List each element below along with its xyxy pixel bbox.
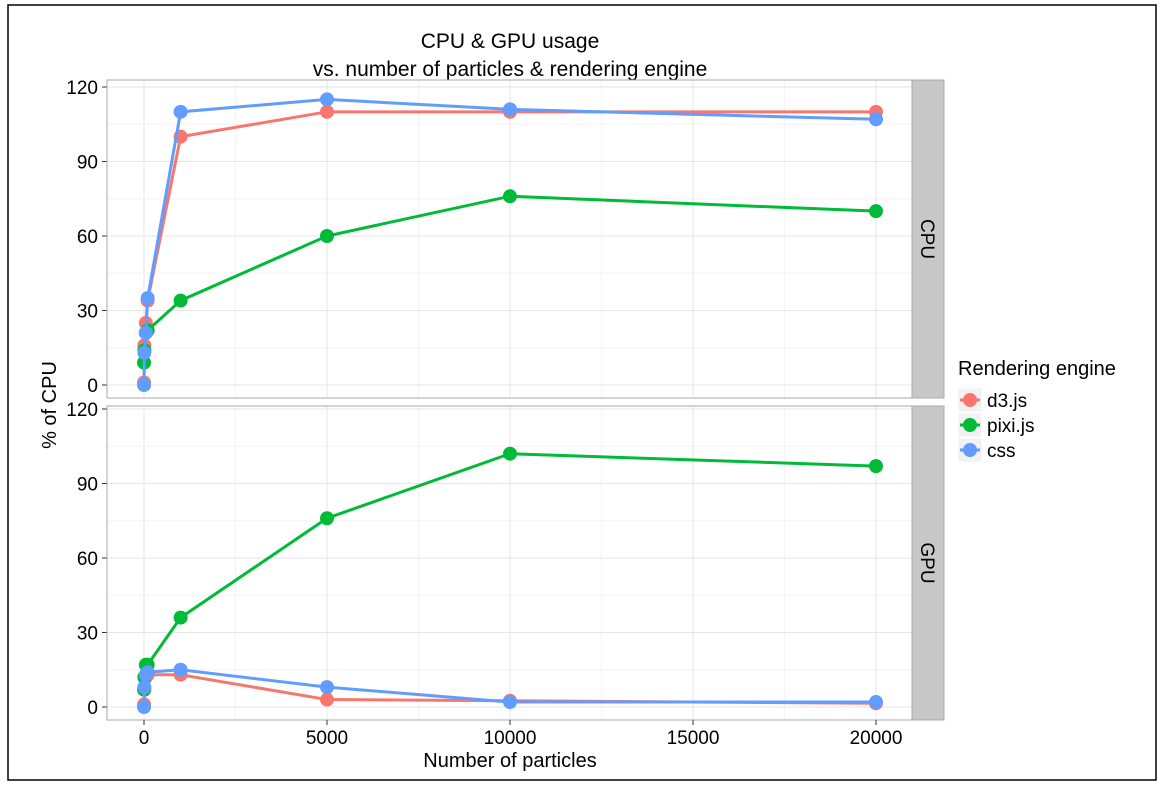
- x-tick-label: 5000: [306, 728, 348, 749]
- x-tick-label: 20000: [850, 728, 903, 749]
- x-axis-label: Number of particles: [423, 750, 596, 772]
- data-point: [503, 695, 517, 710]
- legend: Rendering engine d3.js pixi.js css: [957, 358, 1116, 463]
- series-css: [137, 662, 883, 714]
- y-tick-label: 30: [77, 302, 98, 323]
- legend-label: css: [987, 441, 1016, 462]
- panel-gpu: 0 30 60 90 120 GPU: [66, 400, 945, 721]
- y-axis-label: % of CPU: [39, 361, 61, 449]
- chart-title: CPU & GPU usage: [421, 30, 600, 53]
- data-point: [137, 378, 152, 392]
- data-point: [137, 345, 152, 360]
- data-point: [320, 511, 334, 526]
- y-tick-label: 90: [77, 153, 98, 174]
- data-point: [320, 92, 334, 107]
- legend-label: d3.js: [987, 391, 1027, 412]
- y-tick-label: 120: [66, 400, 98, 421]
- data-point: [137, 700, 152, 714]
- facet-strip-label: GPU: [916, 542, 937, 583]
- data-point: [173, 104, 188, 119]
- panel-cpu: 0 30 60 90 120 CPU: [66, 78, 945, 399]
- legend-marker: [963, 443, 977, 457]
- legend-marker: [963, 393, 977, 407]
- x-tick-label: 10000: [484, 728, 537, 749]
- y-tick-label: 0: [87, 376, 98, 397]
- y-tick-label: 60: [77, 227, 98, 248]
- x-tick-label: 15000: [667, 728, 720, 749]
- data-point: [138, 325, 153, 340]
- data-point: [503, 102, 517, 117]
- y-tick-label: 0: [87, 698, 98, 719]
- data-point: [140, 665, 155, 680]
- data-point: [320, 229, 334, 243]
- legend-title: Rendering engine: [958, 358, 1116, 380]
- data-point: [320, 104, 334, 119]
- data-point: [503, 189, 517, 204]
- data-point: [173, 610, 188, 625]
- data-point: [173, 662, 188, 677]
- data-point: [140, 291, 155, 306]
- x-tick-label: 0: [139, 728, 150, 749]
- y-tick-label: 30: [77, 624, 98, 645]
- data-point: [137, 680, 152, 695]
- series-css: [137, 92, 883, 392]
- facet-strip: [911, 79, 945, 399]
- chart-subtitle: vs. number of particles & rendering engi…: [313, 58, 708, 81]
- legend-label: pixi.js: [987, 416, 1035, 437]
- y-tick-label: 60: [77, 549, 98, 570]
- facet-strip: [911, 405, 945, 721]
- y-tick-label: 90: [77, 475, 98, 496]
- data-point: [503, 446, 517, 461]
- legend-marker: [963, 418, 977, 432]
- data-point: [869, 695, 883, 710]
- data-point: [320, 692, 334, 707]
- y-tick-label: 120: [66, 78, 98, 99]
- facet-strip-label: CPU: [916, 219, 937, 259]
- data-point: [869, 112, 883, 127]
- data-point: [869, 204, 883, 219]
- data-point: [173, 293, 188, 308]
- data-point: [320, 680, 334, 695]
- data-point: [869, 459, 883, 474]
